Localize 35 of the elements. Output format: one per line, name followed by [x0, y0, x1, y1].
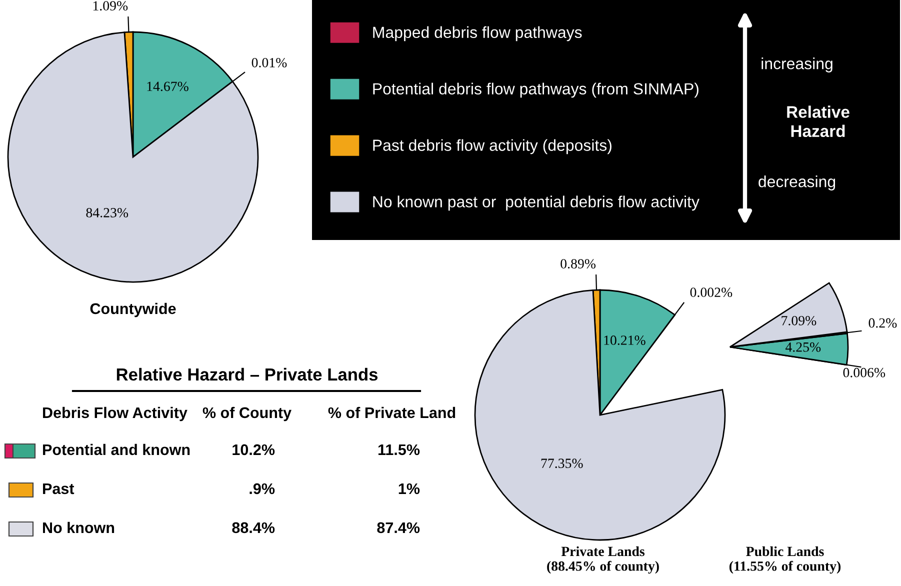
data-label: 7.09% [782, 316, 816, 326]
legend-label: Potential debris flow pathways (from SINMAP) [373, 82, 698, 98]
text: 88.4% [232, 522, 275, 534]
text: % of Private Land [328, 406, 456, 418]
text: No known [43, 522, 114, 534]
text: Past [43, 483, 74, 494]
text: 1% [398, 483, 420, 494]
data-label: 1.09% [93, 1, 128, 11]
text: Potential and known [43, 444, 190, 456]
text: Private Lands (88.45% of county) [547, 546, 659, 574]
data-label: 0.006% [843, 368, 886, 378]
legend-label: No known past or potential debris flow activity [373, 196, 700, 211]
data-label: 0.2% [868, 318, 897, 328]
data-label: 77.35% [541, 458, 583, 468]
data-label: 4.25% [785, 342, 821, 352]
data-label: 0.002% [690, 288, 732, 298]
text: 11.5% [378, 444, 420, 456]
text: .9% [250, 483, 275, 494]
data-label: 0.89% [560, 259, 596, 269]
text: 10.2% [232, 444, 275, 456]
data-label: 0.01% [252, 58, 287, 68]
legend-title: Relative Hazard [787, 106, 850, 138]
text: 87.4% [377, 522, 420, 534]
legend-label: Mapped debris flow pathways [373, 26, 582, 42]
text: Relative Hazard – Private Lands [116, 368, 378, 381]
data-label: 84.23% [86, 208, 128, 218]
text: decreasing [758, 176, 836, 190]
text: % of County [202, 406, 292, 422]
text: increasing [762, 58, 832, 72]
data-label: 10.21% [604, 336, 646, 345]
text: Public Lands (11.55% of county) [729, 546, 841, 574]
legend-label: Past debris flow activity (deposits) [373, 139, 612, 154]
data-label: 14.67% [147, 82, 188, 92]
text: Debris Flow Activity [43, 406, 188, 422]
text: Countywide [90, 302, 176, 318]
